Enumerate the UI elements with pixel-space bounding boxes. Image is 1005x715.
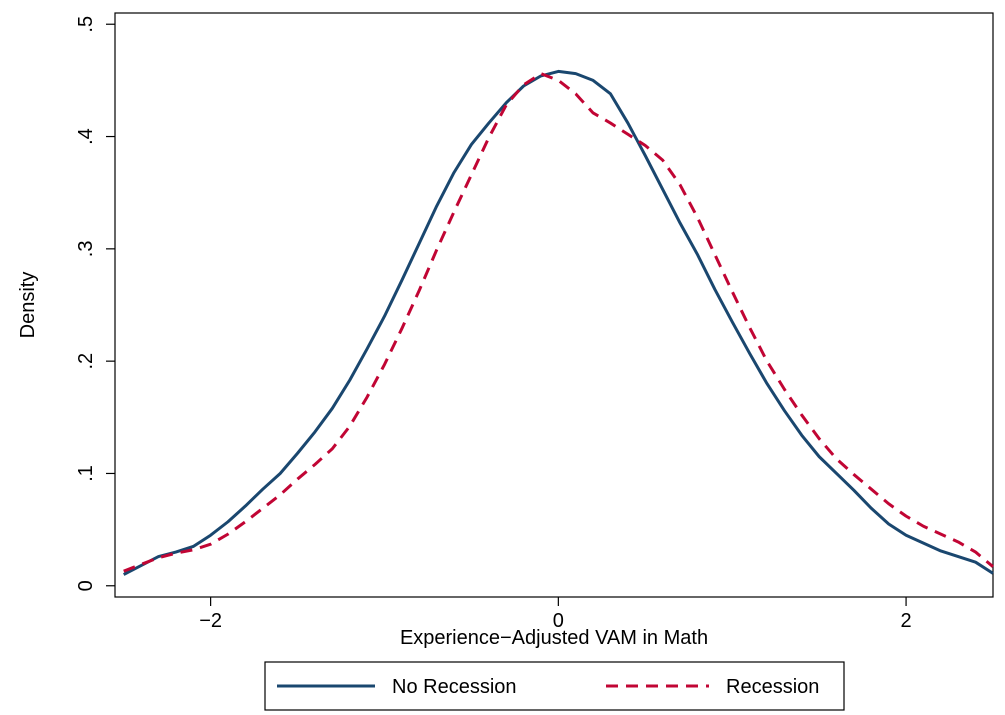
x-axis-title: Experience−Adjusted VAM in Math (400, 627, 708, 649)
legend: No Recession Recession (264, 661, 845, 711)
y-tick-label: .1 (75, 465, 97, 482)
y-axis-title: Density (17, 272, 39, 339)
plot-frame (114, 12, 994, 598)
legend-label: No Recession (392, 676, 517, 698)
y-tick-label: .3 (75, 241, 97, 258)
y-tick-label: .5 (75, 16, 97, 33)
x-tick-label: −2 (199, 610, 222, 632)
y-tick-label: 0 (75, 580, 97, 591)
y-axis: 0 .1 .2 .3 .4 .5 (75, 16, 115, 591)
y-tick-label: .2 (75, 353, 97, 370)
series-line-no-recession (123, 69, 994, 576)
x-tick-label: 0 (553, 610, 564, 632)
series-layer (123, 69, 994, 576)
y-tick-label: .4 (75, 128, 97, 145)
x-tick-label: 2 (901, 610, 912, 632)
legend-frame (264, 661, 845, 711)
legend-label: Recession (726, 676, 819, 698)
x-axis: −2 0 2 (199, 597, 912, 632)
series-line-recession (123, 72, 994, 573)
